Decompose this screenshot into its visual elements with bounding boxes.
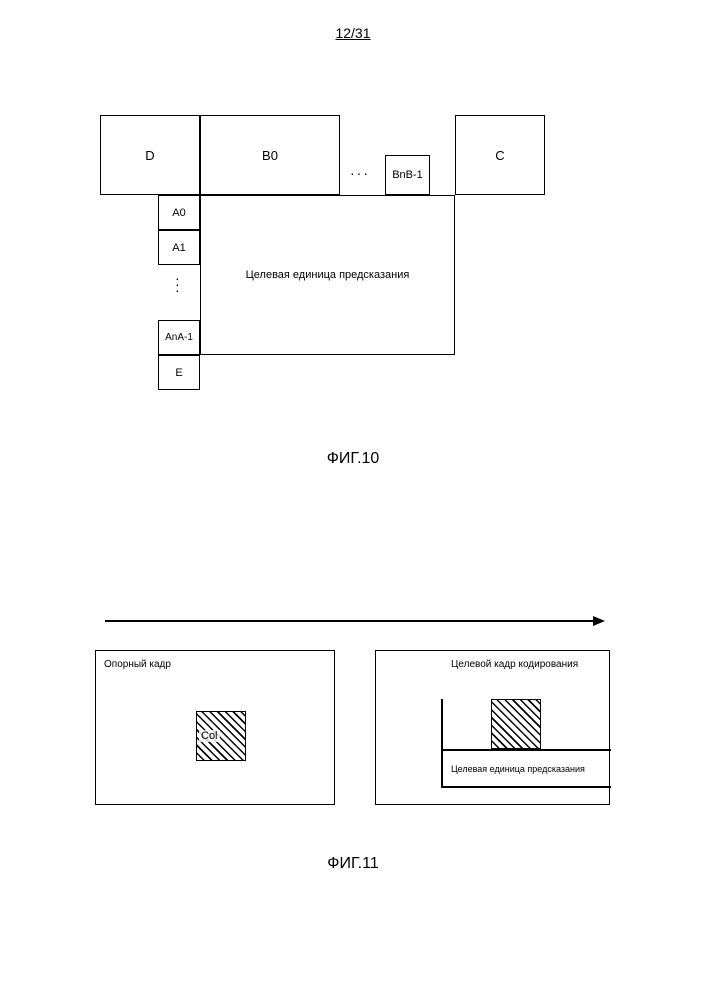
block-a0: A0 <box>158 195 200 230</box>
vertical-dots: ··· <box>175 275 180 293</box>
inner-line-h2 <box>441 786 611 788</box>
figure-10-caption: ФИГ.10 <box>0 450 706 468</box>
block-a1: A1 <box>158 230 200 265</box>
block-b0: B0 <box>200 115 340 195</box>
block-d: D <box>100 115 200 195</box>
horizontal-dots: ··· <box>350 165 370 181</box>
reference-frame: Опорный кадр Col <box>95 650 335 805</box>
block-bnb1: BnB-1 <box>385 155 430 195</box>
page-number: 12/31 <box>0 25 706 41</box>
figure-11: Опорный кадр Col Целевой кадр кодировани… <box>85 620 615 820</box>
col-block: Col <box>196 711 246 761</box>
reference-frame-label: Опорный кадр <box>104 659 171 670</box>
block-ana1: AnA-1 <box>158 320 200 355</box>
block-c: C <box>455 115 545 195</box>
target-coding-frame-label: Целевой кадр кодирования <box>451 659 578 670</box>
time-arrow-head <box>593 616 605 626</box>
col-block-label: Col <box>199 730 220 742</box>
figure-11-caption: ФИГ.11 <box>0 855 706 873</box>
inner-line-h1 <box>441 749 611 751</box>
time-arrow-line <box>105 620 595 622</box>
target-coding-frame: Целевой кадр кодирования Целевая единица… <box>375 650 610 805</box>
target-prediction-unit: Целевая единица предсказания <box>200 195 455 355</box>
target-hatched-block <box>491 699 541 749</box>
target-prediction-unit-label: Целевая единица предсказания <box>451 764 585 774</box>
block-e: E <box>158 355 200 390</box>
figure-10: D B0 ··· BnB-1 C A0 A1 ··· AnA-1 E Целев… <box>100 115 600 455</box>
inner-line-v <box>441 699 443 786</box>
